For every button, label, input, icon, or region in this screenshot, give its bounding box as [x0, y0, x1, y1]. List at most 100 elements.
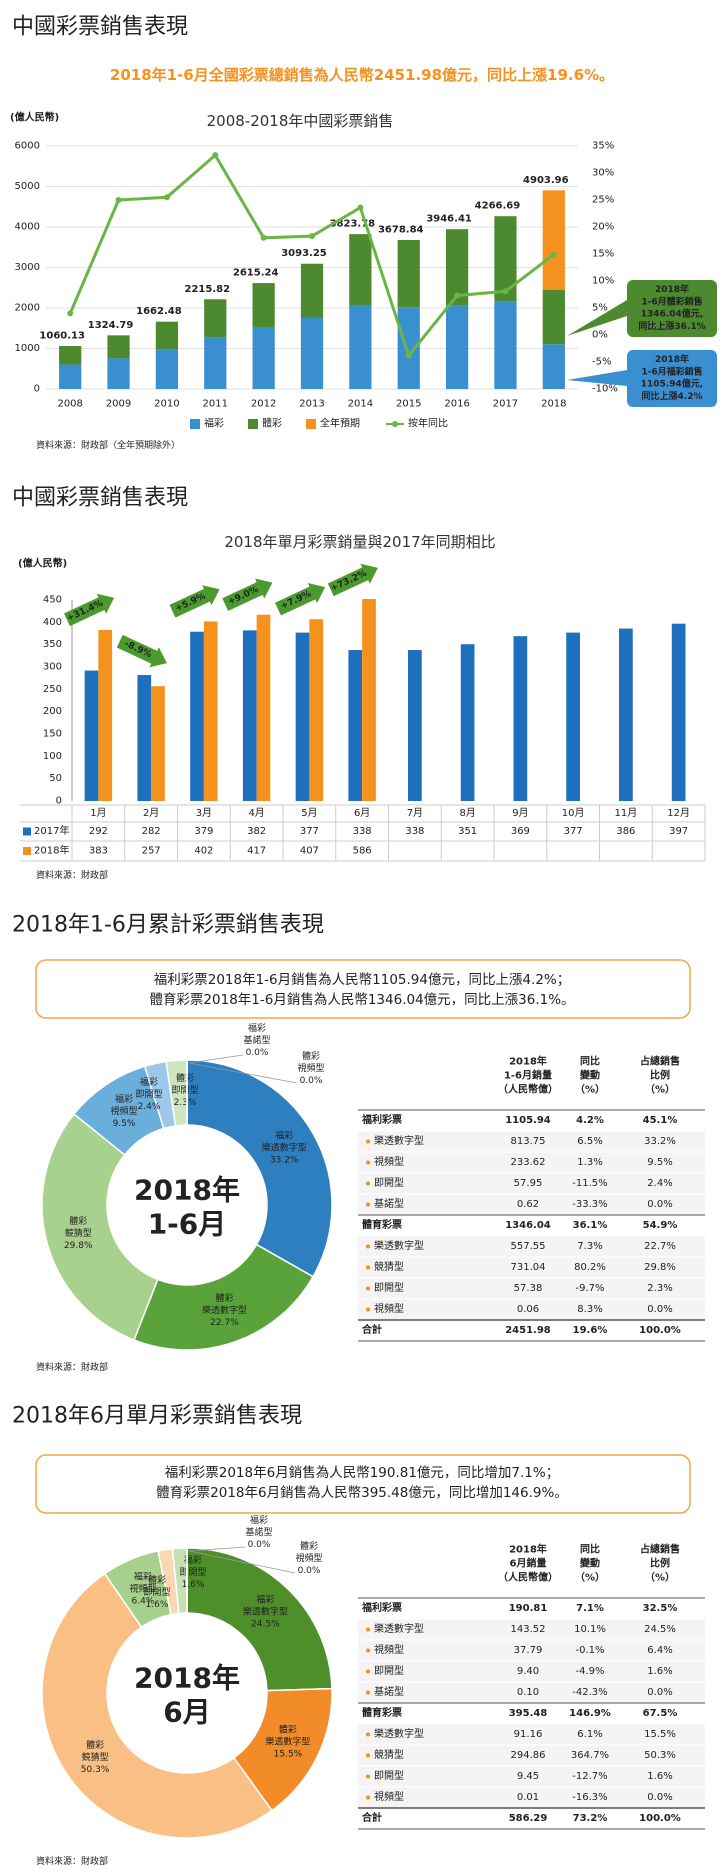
growth-point: [67, 310, 74, 317]
table-cell: -9.7%: [575, 1283, 604, 1294]
table-header: （%）: [575, 1083, 605, 1096]
bullet: [366, 1160, 370, 1165]
x-tick-label: 12月: [667, 807, 690, 819]
bullet: [366, 1648, 370, 1653]
bar-segment: [204, 337, 227, 389]
y-tick-label: 450: [43, 595, 62, 606]
donut-slice: [186, 1547, 333, 1692]
y-tick-label: 3000: [15, 262, 40, 273]
table-cell: -16.3%: [572, 1792, 607, 1803]
callout-text: 同比上漲36.1%: [638, 320, 705, 332]
table-cell: 視頻型: [374, 1155, 404, 1168]
bar: [190, 631, 204, 801]
arrow-label: +7.9%: [279, 589, 313, 612]
table-cell: 731.04: [511, 1262, 546, 1273]
growth-arrow: +5.9%: [169, 585, 220, 618]
table-header: 變動: [579, 1069, 600, 1082]
donut-slice: [41, 1572, 273, 1839]
x-tick-label: 7月: [407, 807, 423, 819]
y2-tick-label: 25%: [592, 195, 614, 206]
summary: 2018年1-6月全國彩票總銷售為人民幣2451.98億元，同比上漲19.6%。: [110, 66, 614, 84]
legend-label: 體彩: [262, 418, 282, 430]
table-cell: 競猜型: [374, 1748, 404, 1761]
arrow-shape: [116, 634, 167, 668]
x-tick-label: 2018: [541, 399, 566, 410]
slice-label: 2.3%: [174, 1098, 197, 1108]
bar: [513, 636, 528, 801]
row-band: [358, 1619, 705, 1640]
table-cell: 19.6%: [573, 1325, 608, 1336]
callout-text: 1-6月福彩銷售: [641, 365, 702, 377]
bar-segment: [349, 305, 372, 389]
table-header: （%）: [575, 1571, 605, 1584]
bar: [242, 630, 257, 801]
row-band: [358, 1745, 705, 1766]
total-label: 3823.78: [330, 219, 376, 230]
y-tick-label: 150: [43, 729, 62, 740]
bar-segment: [397, 307, 420, 389]
slice-label: 福彩: [250, 1514, 268, 1526]
table-header: （%）: [645, 1571, 675, 1584]
table-cell: 福利彩票: [361, 1113, 402, 1126]
table-cell: 294.86: [511, 1750, 546, 1761]
bar-segment: [300, 317, 324, 389]
callout-text: 同比上漲4.2%: [642, 390, 703, 402]
bar: [98, 629, 113, 801]
table-value: 407: [300, 846, 319, 857]
total-label: 2615.24: [233, 268, 279, 279]
table-cell: 9.45: [517, 1771, 539, 1782]
bar-segment: [155, 349, 179, 389]
slice-label: 福彩: [248, 1022, 266, 1034]
table-cell: 體育彩票: [362, 1706, 402, 1719]
y-tick-label: 400: [43, 617, 62, 628]
growth-arrow: -8.9%: [116, 634, 167, 668]
row-band: [358, 1194, 705, 1215]
legend-label: 按年同比: [408, 417, 448, 430]
x-tick-label: 2008: [57, 399, 82, 410]
slice-label: 0.0%: [298, 1566, 321, 1576]
bullet: [366, 1732, 370, 1737]
y2-tick-label: 10%: [592, 276, 614, 287]
axis-label: (億人民幣): [18, 557, 67, 570]
chart-title: 2008-2018年中國彩票銷售: [207, 112, 394, 130]
table-cell: 0.0%: [647, 1792, 672, 1803]
slice-label: 樂透數字型: [202, 1304, 247, 1316]
donut-center-label: 1-6月: [148, 1208, 227, 1241]
source: 資料來源：財政部（全年預期除外）: [36, 439, 180, 451]
table-cell: 樂透數字型: [374, 1134, 424, 1147]
bar-segment: [542, 289, 565, 345]
table-value: 379: [194, 826, 213, 837]
bar: [203, 621, 218, 801]
y-tick-label: 5000: [15, 181, 40, 192]
table-value: 377: [564, 826, 583, 837]
bullet: [366, 1286, 370, 1291]
chart-title: 2018年單月彩票銷量與2017年同期相比: [224, 533, 495, 551]
table-cell: 合計: [361, 1323, 382, 1336]
legend-label: 2017年: [34, 824, 69, 837]
slice-label: 29.8%: [64, 1241, 93, 1251]
slice-label: 15.5%: [274, 1750, 303, 1760]
legend-swatch: [23, 847, 31, 855]
growth-point: [550, 251, 557, 258]
bar-segment: [107, 358, 130, 389]
bar-segment: [300, 263, 324, 318]
table-cell: 395.48: [509, 1708, 548, 1719]
slice-label: 1.6%: [182, 1580, 205, 1590]
row-band: [358, 1682, 705, 1703]
table-cell: 190.81: [509, 1603, 548, 1614]
bar: [566, 632, 580, 801]
table-cell: 80.2%: [574, 1262, 606, 1273]
growth-point: [212, 152, 219, 159]
legend-swatch: [392, 421, 398, 427]
donut-center-label: 2018年: [134, 1662, 240, 1695]
table-cell: 基諾型: [374, 1197, 404, 1210]
bar: [295, 632, 310, 801]
legend-swatch: [23, 827, 31, 836]
table-cell: 0.10: [517, 1687, 539, 1698]
table-value: 338: [405, 826, 424, 837]
table-cell: 合計: [361, 1811, 382, 1824]
arrow-shape: [222, 578, 273, 611]
bullet: [366, 1265, 370, 1270]
table-header: （%）: [645, 1083, 675, 1096]
